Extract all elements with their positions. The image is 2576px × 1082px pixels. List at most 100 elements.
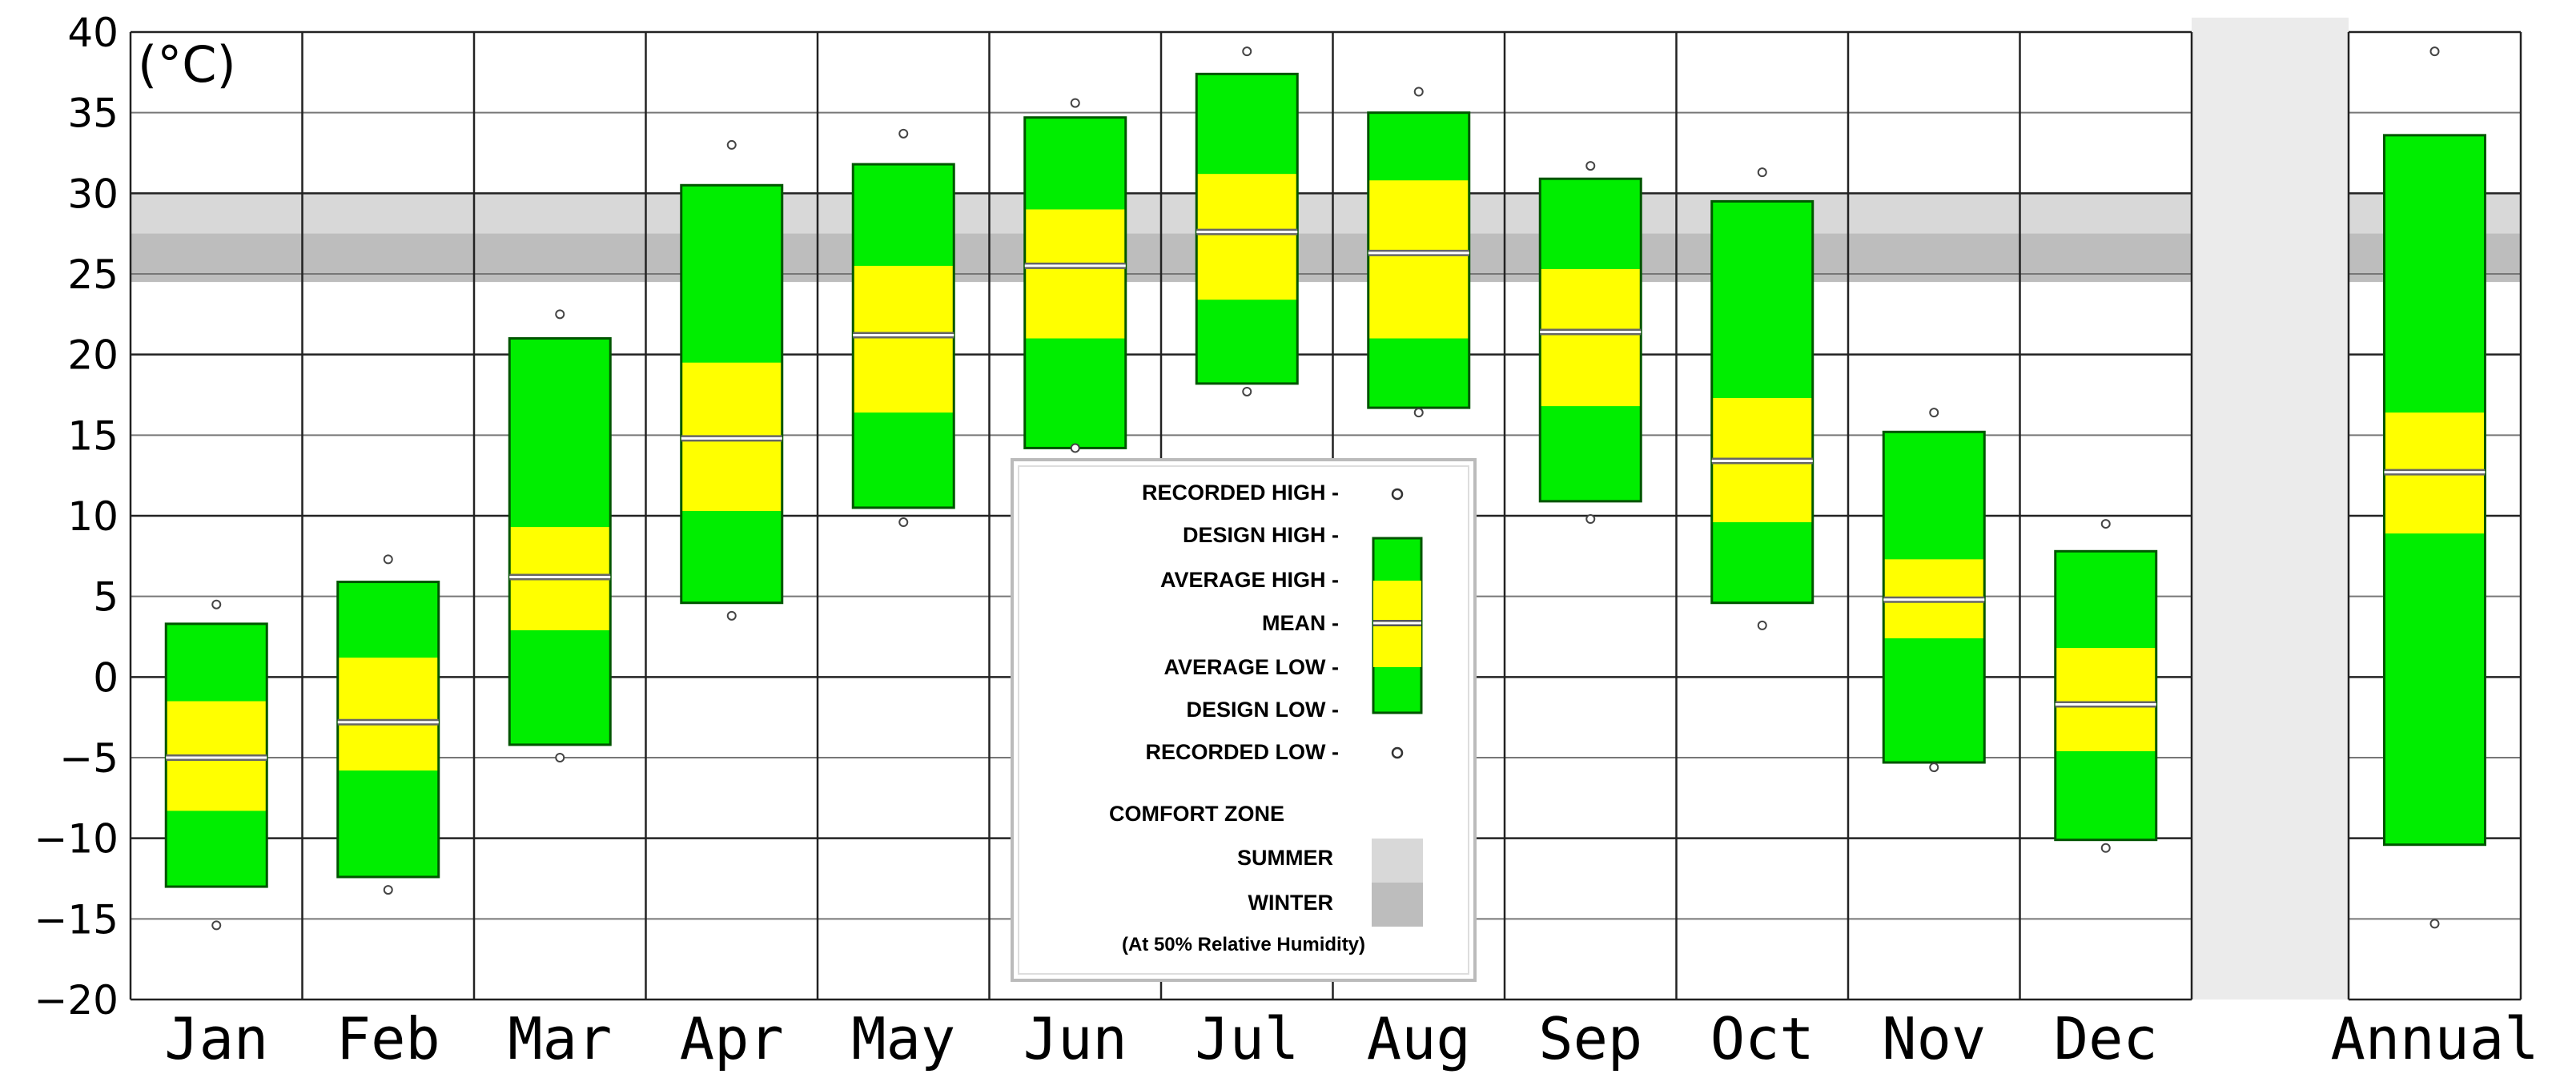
legend-inner-frame (1018, 465, 1469, 975)
legend: RECORDED HIGH - DESIGN HIGH - AVERAGE HIGH… (1011, 458, 1477, 982)
box-aug (1367, 86, 1471, 418)
average-range-bar (2055, 648, 2156, 751)
y-tick-label: 35 (67, 91, 119, 137)
legend-item-label: RECORDED HIGH - (1142, 481, 1339, 505)
legend-item-label: DESIGN LOW - (1187, 698, 1340, 722)
recorded-high-point (1929, 408, 1939, 418)
recorded-low-point (1070, 443, 1080, 453)
recorded-low-point (1242, 386, 1252, 396)
y-tick-label: 15 (67, 412, 119, 459)
x-tick-label: Nov (1882, 1005, 1986, 1072)
average-range-bar (1540, 268, 1642, 407)
box-outline (1367, 111, 1471, 409)
average-range-bar (853, 265, 954, 413)
x-tick-label: Dec (2054, 1005, 2158, 1072)
legend-winter-label: WINTER (1248, 891, 1333, 915)
box-mar (508, 309, 612, 762)
y-tick-label: −20 (34, 977, 119, 1024)
y-tick-label: 40 (67, 10, 119, 56)
average-range-bar (337, 658, 439, 771)
recorded-low-point (1929, 762, 1939, 773)
legend-summer-swatch (1372, 839, 1423, 883)
box-jun (1023, 98, 1127, 453)
recorded-low-point (1413, 408, 1424, 418)
recorded-high-point (1585, 161, 1596, 171)
x-tick-label: Jan (164, 1005, 268, 1072)
legend-recorded-high-marker (1391, 488, 1404, 501)
box-oct (1710, 167, 1814, 630)
x-tick-label: Mar (508, 1005, 612, 1072)
x-axis-ticks: Jan Feb Mar Apr May Jun Jul Aug Sep Oct Nov Dec Annu… (164, 1005, 2538, 1072)
x-tick-label: Jul (1195, 1005, 1299, 1072)
unit-label: (°C) (138, 35, 236, 94)
recorded-high-point (383, 554, 393, 565)
panel-gap (2192, 18, 2349, 1000)
comfort-zone-bands (131, 193, 2521, 283)
x-tick-label: Aug (1367, 1005, 1471, 1072)
box-outline (1195, 72, 1299, 385)
box-may (851, 128, 955, 528)
box-marks (164, 46, 2486, 931)
x-tick-label: Feb (336, 1005, 440, 1072)
recorded-high-point (1757, 167, 1767, 178)
legend-item-label: AVERAGE LOW - (1164, 655, 1340, 679)
legend-summer-label: SUMMER (1237, 846, 1333, 870)
box-sep (1538, 161, 1642, 525)
legend-winter-swatch (1372, 883, 1423, 927)
box-outline (1538, 177, 1642, 503)
box-outline (1710, 199, 1814, 605)
y-tick-label: 5 (93, 574, 119, 621)
average-range-bar (1368, 180, 1469, 339)
x-tick-label: Jun (1023, 1005, 1127, 1072)
recorded-high-point (726, 139, 737, 150)
y-tick-label: 30 (67, 171, 119, 217)
x-tick-label: Sep (1538, 1005, 1642, 1072)
recorded-high-point (1070, 98, 1080, 108)
recorded-low-point (2100, 843, 2111, 853)
legend-note: (At 50% Relative Humidity) (1122, 934, 1365, 955)
box-jul (1195, 46, 1299, 396)
legend-item-label: AVERAGE HIGH - (1160, 568, 1339, 592)
recorded-high-point (2429, 46, 2440, 57)
recorded-low-point (726, 610, 737, 621)
box-apr (680, 139, 784, 621)
recorded-high-point (555, 309, 565, 320)
recorded-high-point (2100, 519, 2111, 529)
y-tick-label: 25 (67, 251, 119, 298)
recorded-low-point (383, 885, 393, 895)
legend-recorded-low-marker (1391, 746, 1404, 759)
recorded-high-point (898, 128, 909, 139)
legend-item-label: MEAN - (1262, 611, 1339, 635)
box-outline (2054, 549, 2158, 842)
y-axis-ticks: 40 35 30 25 20 15 10 5 0 −5 −10 −15 −20 (34, 10, 119, 1024)
legend-comfort-title: COMFORT ZONE (1109, 802, 1284, 826)
y-tick-label: 20 (67, 332, 119, 379)
y-tick-label: −5 (59, 735, 119, 782)
box-outline (508, 337, 612, 746)
recorded-low-point (2429, 919, 2440, 929)
recorded-high-point (1413, 86, 1424, 97)
y-tick-label: 10 (67, 493, 119, 540)
legend-item-label: DESIGN HIGH - (1183, 523, 1339, 547)
recorded-low-point (555, 753, 565, 762)
recorded-low-point (1585, 514, 1596, 525)
recorded-low-point (1757, 620, 1767, 630)
x-tick-label: Oct (1710, 1005, 1814, 1072)
box-annual (2383, 46, 2486, 929)
x-tick-label: Apr (680, 1005, 784, 1072)
box-dec (2054, 519, 2158, 853)
x-tick-label: Annual (2330, 1005, 2538, 1072)
box-outline (680, 183, 784, 605)
box-outline (336, 581, 440, 879)
x-tick-label: May (851, 1005, 955, 1072)
y-tick-label: −15 (34, 896, 119, 943)
box-nov (1882, 408, 1986, 773)
average-range-bar (1024, 209, 1126, 339)
box-jan (164, 599, 268, 931)
legend-item-label: RECORDED LOW - (1146, 740, 1339, 764)
y-tick-label: 0 (93, 654, 119, 701)
average-range-bar (1196, 174, 1298, 300)
plot-background (2192, 18, 2349, 1000)
box-feb (336, 554, 440, 895)
